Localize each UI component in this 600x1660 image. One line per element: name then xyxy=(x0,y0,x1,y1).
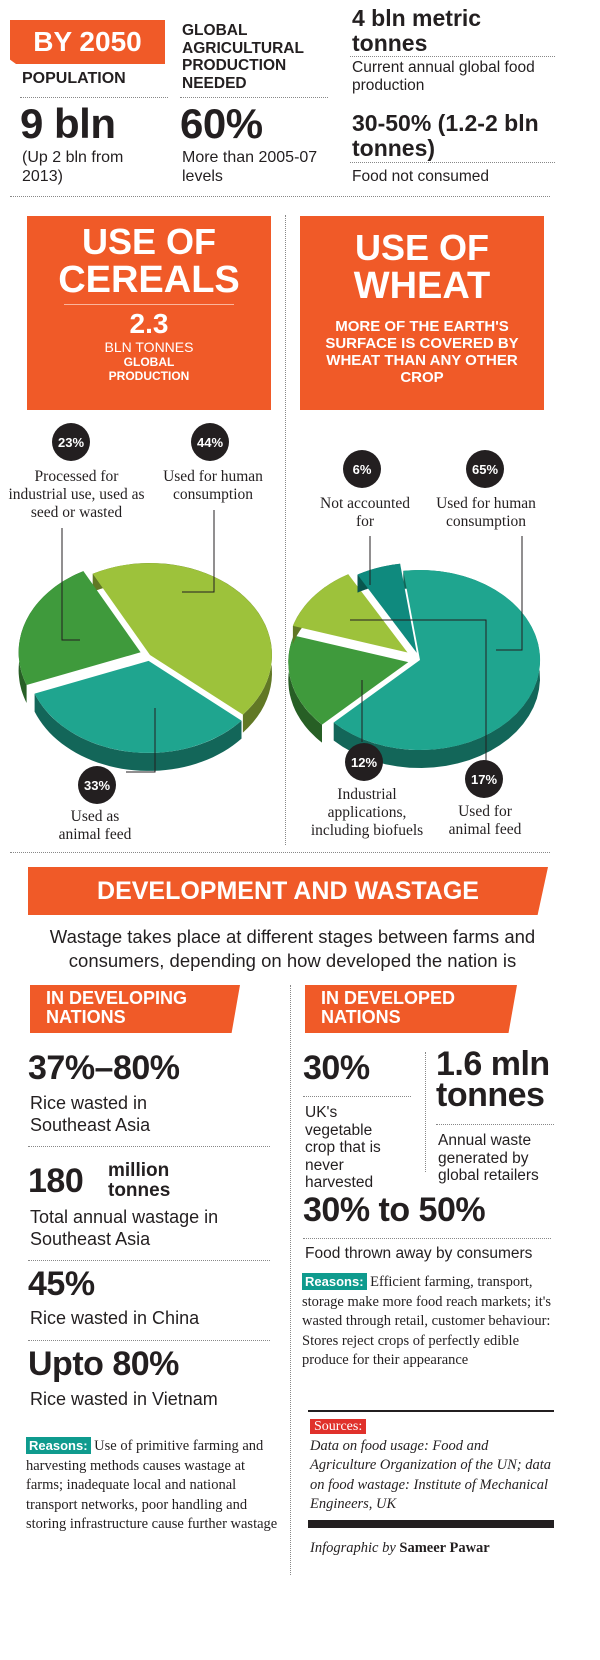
developing-reasons-text: Use of primitive farming and harvesting … xyxy=(26,1438,278,1532)
developed-stat-1-desc: UK's vegetable crop that is never harves… xyxy=(305,1104,381,1191)
developing-stat-2-desc: Total annual wastage in Southeast Asia xyxy=(30,1207,219,1249)
population-note: (Up 2 bln from 2013) xyxy=(22,149,124,185)
agri-note: More than 2005-07 levels xyxy=(182,149,318,185)
pie-slice xyxy=(292,574,408,653)
developing-stat-3-desc: Rice wasted in China xyxy=(30,1308,200,1328)
wheat-box: USE OF WHEAT MORE OF THE EARTH'S SURFACE… xyxy=(300,216,544,410)
developing-reasons-tag: Reasons: xyxy=(26,1437,91,1454)
developed-stat-3-value: 30% to 50% xyxy=(303,1191,486,1229)
production-value: 4 bln metric tonnes xyxy=(352,5,482,56)
section-divider xyxy=(10,196,550,197)
not-consumed-note: Food not consumed xyxy=(352,168,490,185)
agri-value: 60% xyxy=(180,100,263,147)
dev-column-divider xyxy=(290,985,291,1575)
credit: Infographic by Sameer Pawar xyxy=(310,1540,555,1557)
development-intro: Wastage takes place at different stages … xyxy=(49,926,536,971)
label-cereal-industrial: Processed for industrial use, used as se… xyxy=(8,468,145,521)
cereals-title-2: CEREALS xyxy=(58,259,240,301)
sources-bottom-rule xyxy=(308,1520,554,1528)
leader-cereal-industrial xyxy=(61,528,80,641)
pie-charts xyxy=(18,510,541,773)
wheat-pie xyxy=(288,563,541,768)
developing-stat-1-desc: Rice wasted in Southeast Asia xyxy=(30,1093,151,1135)
leader-wheat-human xyxy=(496,536,523,651)
developed-stat-1-value: 30% xyxy=(303,1049,370,1087)
population-value: 9 bln xyxy=(20,100,116,147)
developing-stat-1-value: 37%–80% xyxy=(28,1049,180,1087)
developing-stat-4-desc: Rice wasted in Vietnam xyxy=(30,1389,218,1409)
developed-stat-2-desc: Annual waste generated by global retaile… xyxy=(438,1132,539,1184)
badge-wheat-industrial: 12% xyxy=(345,743,383,781)
cereals-title-1: USE OF xyxy=(81,221,216,262)
cereals-amount: 2.3 xyxy=(129,308,169,339)
pie-slice xyxy=(357,563,417,653)
developed-reasons: Reasons: Efficient farming, transport, s… xyxy=(302,1272,554,1371)
sources-tag: Sources: xyxy=(310,1419,367,1434)
development-banner: DEVELOPMENT AND WASTAGE xyxy=(28,867,548,915)
cereals-desc-1: GLOBAL xyxy=(123,355,175,369)
leader-lines xyxy=(61,510,523,773)
pie-slice xyxy=(333,570,541,751)
wheat-desc: MORE OF THE EARTH'S SURFACE IS COVERED B… xyxy=(325,318,519,386)
label-wheat-industrial: Industrial applications, including biofu… xyxy=(310,786,424,839)
column-divider xyxy=(285,215,286,845)
pie-slice-side xyxy=(34,693,242,771)
label-wheat-not: Not accounted for xyxy=(320,495,410,530)
developed-header: IN DEVELOPED NATIONS xyxy=(305,985,517,1033)
wheat-title-1: USE OF xyxy=(354,227,489,268)
developing-stat-2-unit: million tonnes xyxy=(108,1160,171,1201)
developing-reasons: Reasons: Use of primitive farming and ha… xyxy=(26,1436,278,1535)
population-title: POPULATION xyxy=(22,70,126,87)
by-2050-badge: BY 2050 xyxy=(10,20,165,64)
developed-stat-2-value: 1.6 mln tonnes xyxy=(436,1045,550,1114)
label-cereal-feed: Used as animal feed xyxy=(58,808,132,843)
badge-cereal-feed: 33% xyxy=(78,766,116,804)
cereal-pie xyxy=(18,563,272,771)
cereals-desc-2: PRODUCTION xyxy=(108,369,190,383)
badge-cereal-industrial: 23% xyxy=(52,423,90,461)
credit-prefix: Infographic by xyxy=(310,1540,396,1556)
badge-wheat-human: 65% xyxy=(466,450,504,488)
developing-stat-4-value: Upto 80% xyxy=(28,1345,179,1383)
badge-cereal-human: 44% xyxy=(191,423,229,461)
leader-wheat-feed xyxy=(350,619,487,766)
developed-reasons-tag: Reasons: xyxy=(302,1273,367,1290)
pie-slice xyxy=(92,563,272,715)
developing-stat-3-value: 45% xyxy=(28,1265,95,1303)
developed-stat-3-desc: Food thrown away by consumers xyxy=(305,1245,533,1262)
leader-cereal-feed xyxy=(126,708,156,773)
badge-wheat-not: 6% xyxy=(343,450,381,488)
agri-title: GLOBAL AGRICULTURAL PRODUCTION NEEDED xyxy=(182,22,304,92)
section-divider-2 xyxy=(10,852,550,853)
cereals-unit: BLN TONNES xyxy=(104,339,194,355)
sources-top-rule xyxy=(308,1410,554,1412)
developing-header: IN DEVELOPING NATIONS xyxy=(30,985,240,1033)
cereals-box: USE OF CEREALS 2.3 BLN TONNES GLOBAL PRO… xyxy=(27,216,271,410)
leader-cereal-human xyxy=(182,510,215,593)
label-wheat-human: Used for human consumption xyxy=(436,495,536,530)
developed-reasons-text: Efficient farming, transport, storage ma… xyxy=(302,1274,552,1368)
pie-slice xyxy=(288,635,409,725)
credit-name: Sameer Pawar xyxy=(399,1540,490,1556)
sources-block: Sources: Data on food usage: Food and Ag… xyxy=(310,1417,555,1515)
developing-stat-2-value: 180 xyxy=(28,1162,84,1200)
not-consumed-value: 30-50% (1.2-2 bln tonnes) xyxy=(352,110,539,161)
badge-wheat-feed: 17% xyxy=(465,760,503,798)
pie-slice xyxy=(18,571,141,685)
wheat-title-2: WHEAT xyxy=(353,265,491,307)
sources-text: Data on food usage: Food and Agriculture… xyxy=(310,1437,551,1513)
label-cereal-human: Used for human consumption xyxy=(163,468,263,503)
label-wheat-feed: Used for animal feed xyxy=(448,803,522,838)
production-note: Current annual global food production xyxy=(352,59,535,94)
pie-slice xyxy=(34,660,242,753)
